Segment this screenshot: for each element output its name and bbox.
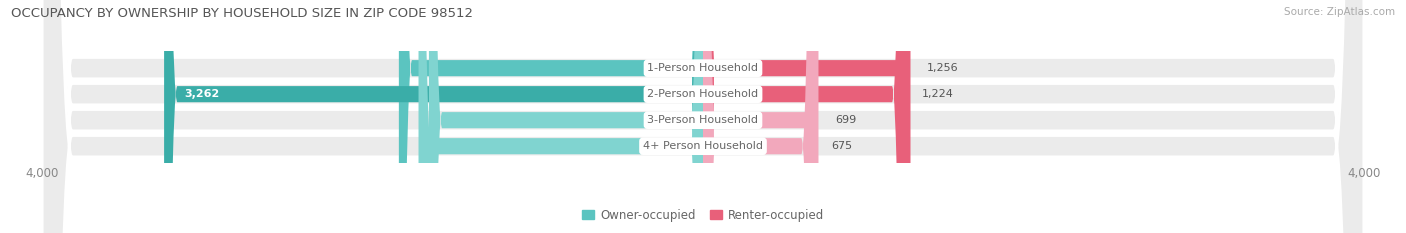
Text: 1,841: 1,841 [651,63,683,73]
Text: 1,224: 1,224 [922,89,953,99]
Text: OCCUPANCY BY OWNERSHIP BY HOUSEHOLD SIZE IN ZIP CODE 98512: OCCUPANCY BY OWNERSHIP BY HOUSEHOLD SIZE… [11,7,474,20]
Text: 3,262: 3,262 [184,89,219,99]
FancyBboxPatch shape [42,0,1364,233]
FancyBboxPatch shape [42,0,1364,233]
Text: 2-Person Household: 2-Person Household [647,89,759,99]
Text: 699: 699 [835,115,856,125]
Legend: Owner-occupied, Renter-occupied: Owner-occupied, Renter-occupied [582,209,824,222]
Text: 1,659: 1,659 [651,115,683,125]
FancyBboxPatch shape [703,0,905,233]
FancyBboxPatch shape [42,0,1364,233]
Text: Source: ZipAtlas.com: Source: ZipAtlas.com [1284,7,1395,17]
FancyBboxPatch shape [429,0,703,233]
FancyBboxPatch shape [703,0,814,233]
Text: 675: 675 [831,141,852,151]
FancyBboxPatch shape [703,0,911,233]
Text: 3-Person Household: 3-Person Household [648,115,758,125]
FancyBboxPatch shape [703,0,818,233]
Text: 1-Person Household: 1-Person Household [648,63,758,73]
Text: 1,722: 1,722 [651,141,683,151]
FancyBboxPatch shape [399,0,703,233]
FancyBboxPatch shape [419,0,703,233]
FancyBboxPatch shape [42,0,1364,233]
Text: 1,256: 1,256 [927,63,959,73]
Text: 4+ Person Household: 4+ Person Household [643,141,763,151]
FancyBboxPatch shape [165,0,703,233]
